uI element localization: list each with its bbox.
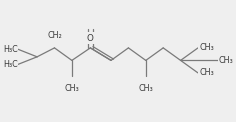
Text: H₃C: H₃C: [3, 45, 17, 54]
Text: CH₃: CH₃: [139, 84, 153, 93]
Text: CH₃: CH₃: [219, 56, 233, 65]
Text: CH₃: CH₃: [64, 84, 79, 93]
Text: O: O: [87, 34, 94, 43]
Text: CH₃: CH₃: [199, 68, 214, 77]
Text: CH₂: CH₂: [47, 31, 62, 40]
Text: H₃C: H₃C: [3, 60, 17, 69]
Text: CH₃: CH₃: [199, 43, 214, 52]
